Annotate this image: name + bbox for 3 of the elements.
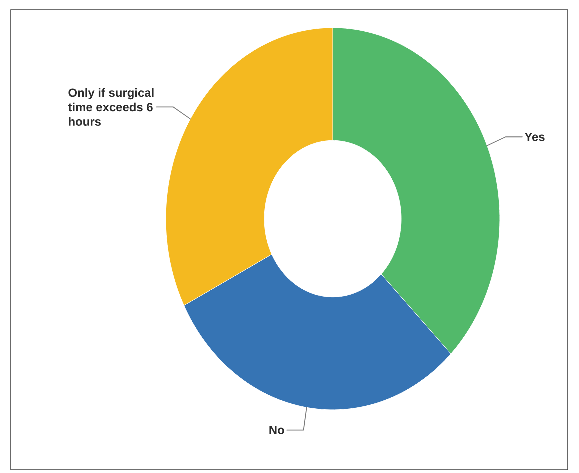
slice-label: Only if surgical time exceeds 6 hours: [68, 88, 154, 126]
slice-label: Yes: [524, 132, 545, 142]
slice-label: No: [270, 426, 284, 434]
